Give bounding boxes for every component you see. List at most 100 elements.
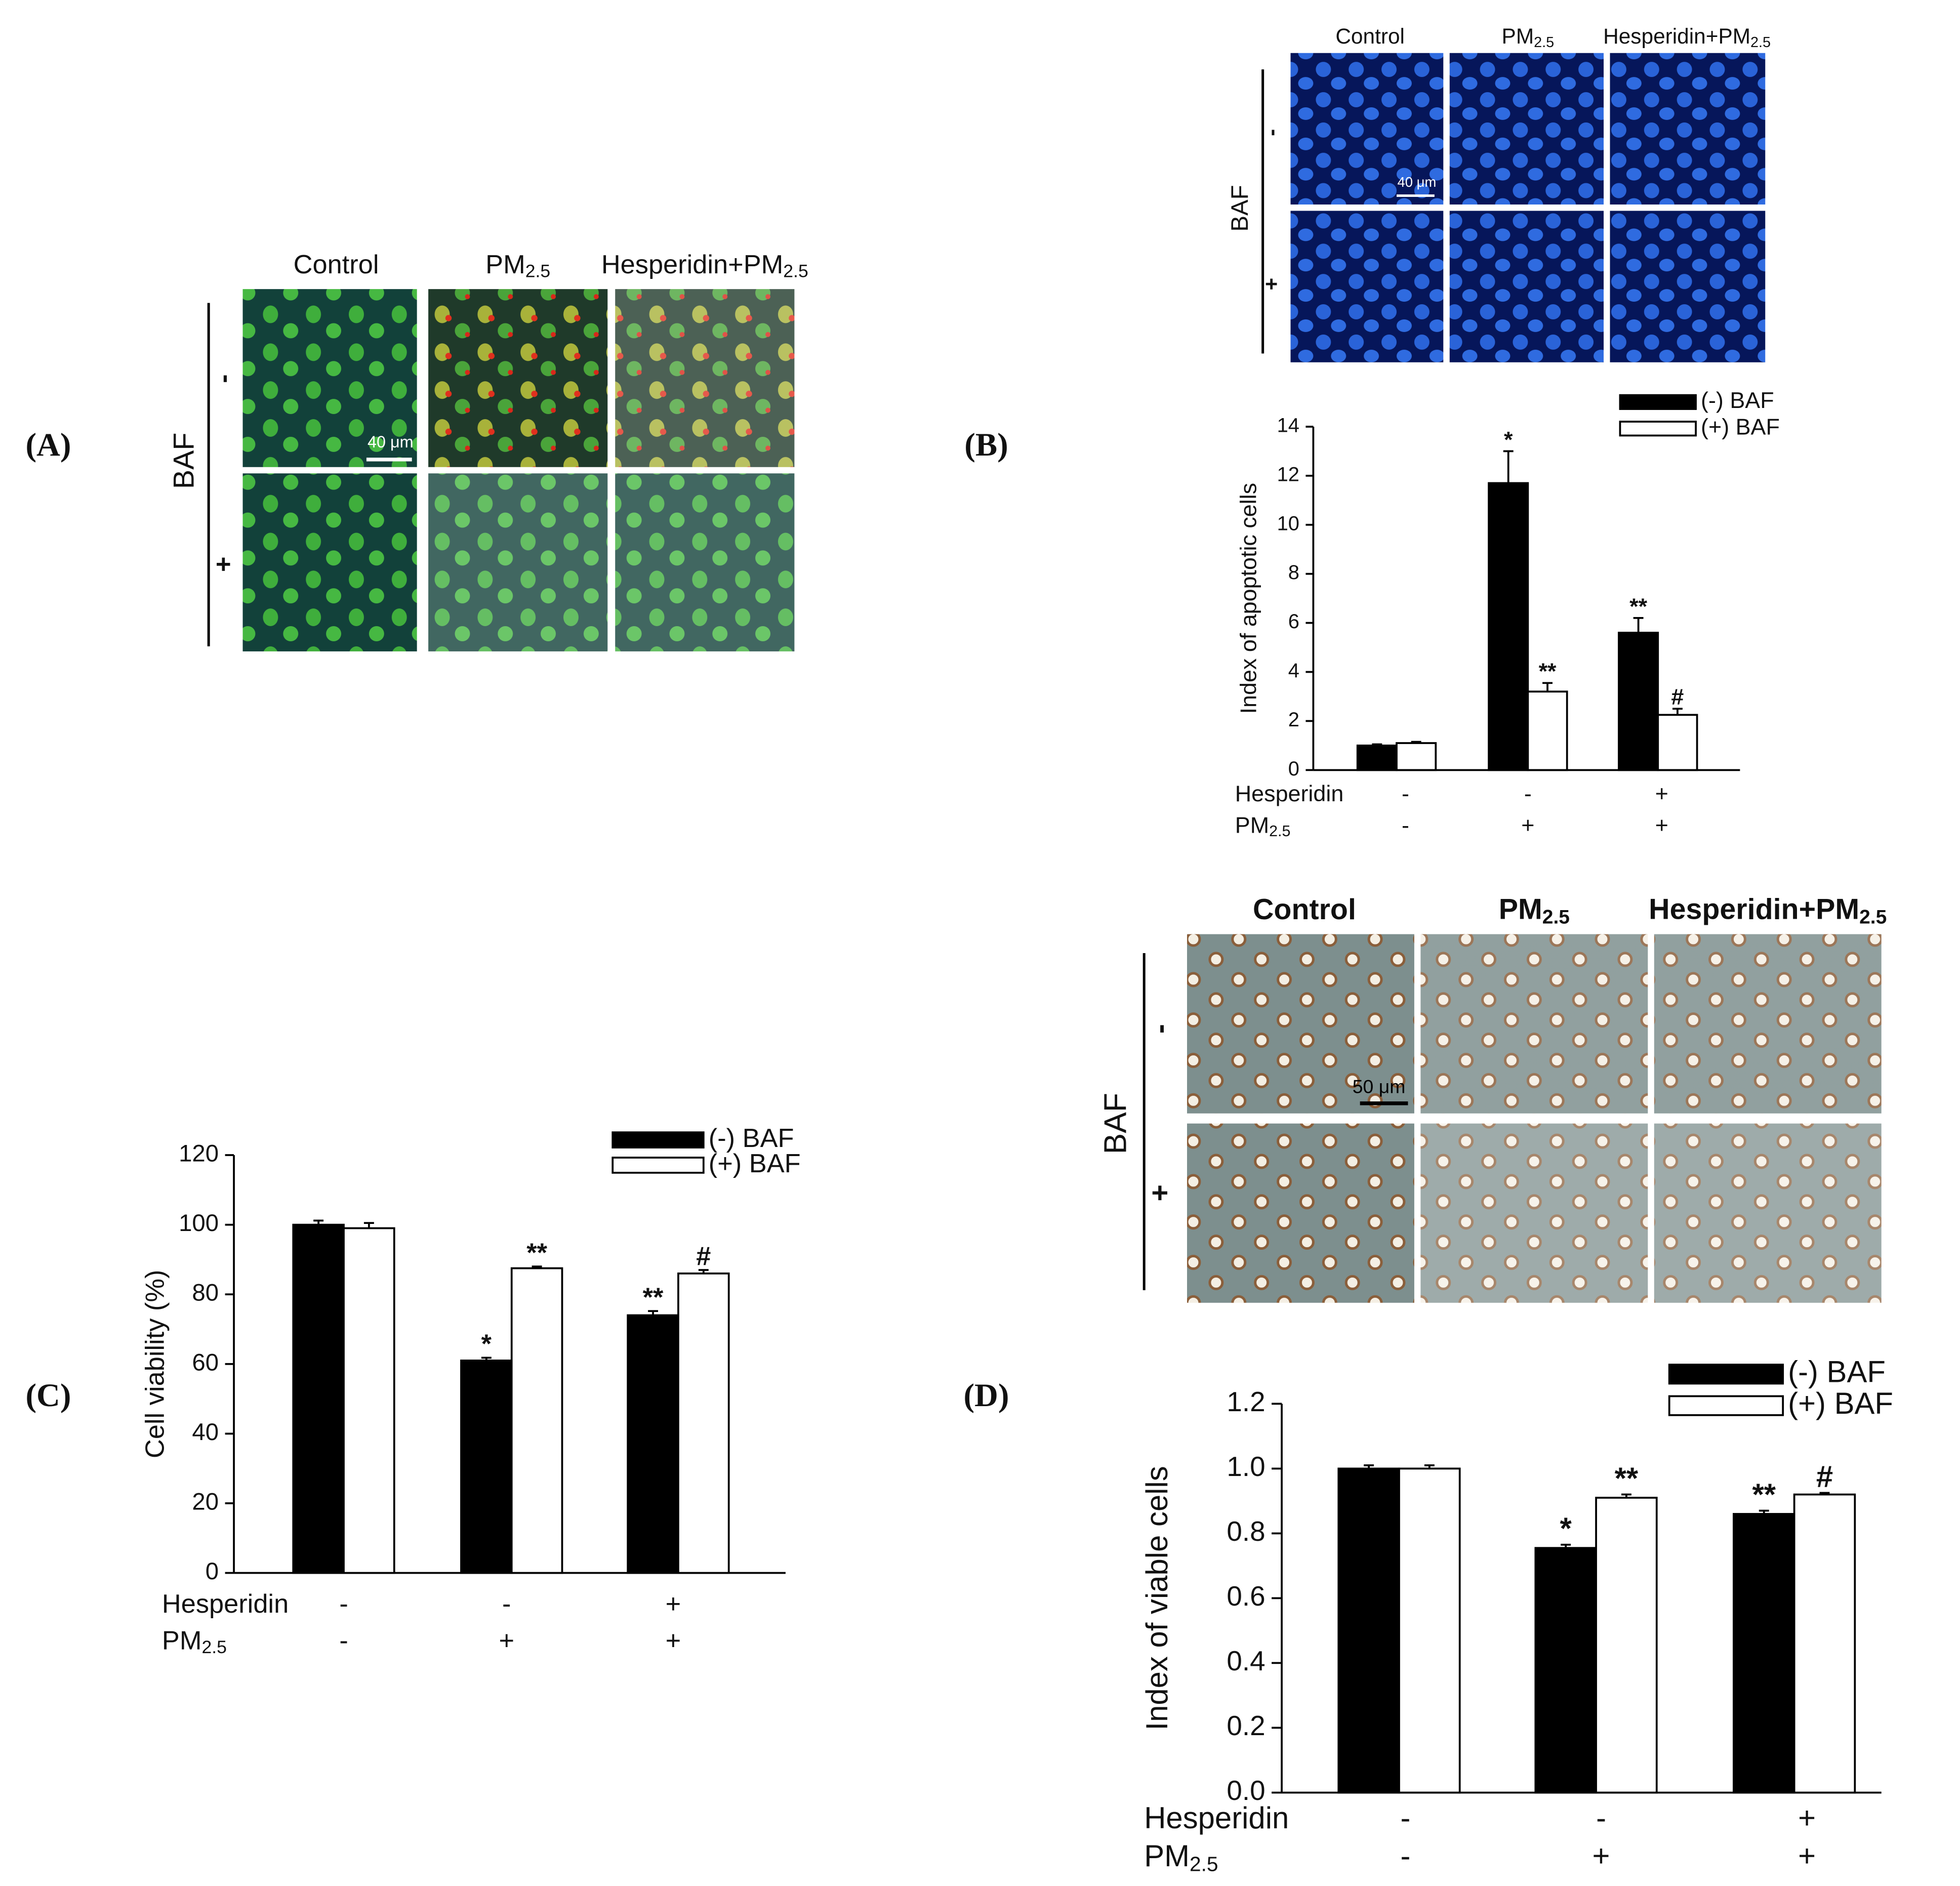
label-text: PM [485, 250, 525, 279]
y-tick-label: 40 [192, 1419, 219, 1446]
error-bar [698, 1269, 709, 1274]
y-tick-label: 0.0 [1227, 1775, 1265, 1806]
legend-swatch [1668, 1364, 1784, 1385]
bar [1733, 1513, 1795, 1794]
condition-value: + [1655, 812, 1668, 838]
bar [1488, 482, 1529, 771]
significance-label: ** [1629, 593, 1647, 619]
legend-label: (+) BAF [709, 1149, 801, 1178]
y-tick-label: 10 [1277, 512, 1299, 535]
y-tick-label: 4 [1288, 660, 1299, 682]
error-bar [313, 1219, 324, 1225]
label-subscript: 2.5 [1269, 823, 1290, 840]
label-text: Hesperidin+PM [1649, 893, 1859, 926]
legend-swatch [611, 1131, 705, 1149]
label-subscript: 2.5 [1750, 34, 1771, 51]
legend-swatch [1619, 421, 1697, 437]
bar [677, 1273, 730, 1574]
micrograph-b [1261, 53, 1766, 362]
significance-label: ** [1539, 658, 1557, 684]
column-label: Control [1253, 893, 1356, 926]
row-title: BAF [1098, 1093, 1133, 1154]
condition-label: PM2.5 [1144, 1839, 1218, 1875]
label-subscript: 2.5 [1859, 907, 1887, 928]
error-bar [363, 1222, 374, 1228]
significance-label: # [696, 1242, 711, 1271]
legend-label: (-) BAF [709, 1124, 794, 1153]
condition-label: Hesperidin [162, 1589, 289, 1619]
y-tick-label: 0.8 [1227, 1515, 1265, 1547]
condition-value: - [1596, 1801, 1606, 1835]
condition-value: - [1401, 1839, 1411, 1873]
legend-label: (-) BAF [1701, 387, 1774, 413]
condition-value: - [1402, 781, 1409, 806]
label-text: PM [1235, 812, 1269, 838]
panel-label: (C) [25, 1377, 71, 1414]
significance-label: * [481, 1329, 492, 1359]
label-text: PM [162, 1626, 202, 1655]
label-subscript: 2.5 [525, 261, 551, 281]
error-bar [1424, 1464, 1435, 1469]
y-tick-label: 1.0 [1227, 1451, 1265, 1482]
error-bar [1819, 1492, 1830, 1495]
row-label: + [209, 557, 238, 572]
y-tick-label: 20 [192, 1488, 219, 1515]
y-axis-label: Index of viable cells [1140, 1466, 1174, 1730]
bar [510, 1267, 563, 1574]
error-bar [1672, 708, 1683, 715]
significance-label: ** [1615, 1461, 1639, 1495]
label-text: PM [1144, 1839, 1190, 1873]
bar [1793, 1493, 1856, 1794]
error-bar [481, 1357, 492, 1361]
condition-label: Hesperidin [1144, 1801, 1289, 1835]
micrograph-d [1142, 934, 1882, 1303]
y-tick-label: 100 [179, 1210, 219, 1237]
condition-value: + [1655, 781, 1668, 806]
condition-value: - [1402, 812, 1409, 838]
column-label: Control [1335, 24, 1405, 48]
y-axis-label: Cell viability (%) [141, 1270, 170, 1458]
legend-swatch [611, 1157, 705, 1174]
bar [1527, 690, 1568, 771]
condition-label: PM2.5 [1235, 812, 1291, 840]
bar [1398, 1467, 1461, 1794]
error-bar [1364, 1464, 1374, 1469]
legend-label: (+) BAF [1788, 1386, 1893, 1420]
y-tick-label: 0.4 [1227, 1645, 1265, 1676]
bar [1618, 632, 1659, 771]
label-subscript: 2.5 [1190, 1852, 1218, 1875]
error-bar [1372, 743, 1382, 746]
bar [1396, 742, 1437, 771]
error-bar [1759, 1509, 1769, 1514]
condition-value: - [502, 1589, 511, 1619]
error-bar [532, 1265, 542, 1268]
bar [1356, 745, 1398, 771]
condition-value: + [1592, 1839, 1610, 1873]
significance-label: # [1671, 684, 1684, 710]
column-label: Hesperidin+PM2.5 [1603, 24, 1771, 50]
bar [1337, 1467, 1400, 1794]
significance-label: * [1504, 426, 1513, 452]
condition-value: - [1524, 781, 1532, 806]
bar [627, 1314, 679, 1574]
y-tick-label: 0 [206, 1558, 219, 1585]
error-bar [1503, 450, 1514, 483]
condition-value: - [339, 1626, 348, 1655]
label-text: Hesperidin+PM [1603, 24, 1750, 48]
condition-value: + [499, 1626, 514, 1655]
label-text: PM [1502, 24, 1534, 48]
scale-bar-label: 40 μm [368, 433, 414, 451]
significance-label: ** [1752, 1478, 1776, 1511]
legend-swatch [1668, 1395, 1784, 1416]
legend-swatch [1619, 394, 1697, 410]
label-subscript: 2.5 [201, 1637, 227, 1658]
label-text: Hesperidin+PM [601, 250, 783, 279]
condition-value: + [1798, 1839, 1816, 1873]
significance-label: ** [643, 1283, 664, 1312]
label-subscript: 2.5 [1534, 34, 1554, 51]
row-title: BAF [1227, 185, 1253, 231]
label-subscript: 2.5 [1542, 907, 1570, 928]
significance-label: # [1816, 1460, 1833, 1494]
y-tick-label: 0 [1288, 758, 1299, 780]
